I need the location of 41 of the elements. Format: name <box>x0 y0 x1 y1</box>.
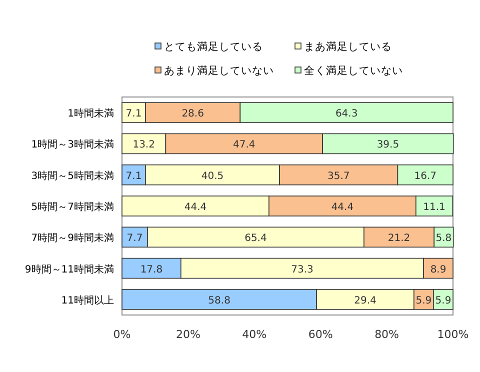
legend-label: とても満足している <box>164 40 263 53</box>
legend-label: まあ満足している <box>304 40 392 53</box>
data-label: 13.2 <box>132 140 155 151</box>
y-tick-label: 3時間～5時間未満 <box>31 170 114 182</box>
data-label: 7.1 <box>126 170 142 182</box>
data-label: 73.3 <box>291 264 314 276</box>
data-label: 5.9 <box>435 295 452 306</box>
data-label: 47.4 <box>233 140 256 151</box>
data-label: 39.5 <box>376 140 400 151</box>
x-tick-label: 100% <box>437 328 469 341</box>
data-label: 65.4 <box>244 233 267 244</box>
data-label: 44.4 <box>331 202 354 213</box>
y-tick-label: 1時間～3時間未満 <box>31 138 114 151</box>
legend-label: あまり満足していない <box>164 64 274 77</box>
legend-label: 全く満足していない <box>304 64 403 77</box>
data-label: 58.8 <box>208 295 230 306</box>
x-tick-label: 0% <box>113 328 131 341</box>
data-label: 64.3 <box>335 108 358 120</box>
data-label: 35.7 <box>328 170 350 182</box>
data-label: 7.1 <box>126 108 142 120</box>
data-label: 16.7 <box>414 170 436 182</box>
x-tick-label: 40% <box>242 328 267 341</box>
data-label: 40.5 <box>201 170 224 182</box>
y-tick-label: 5時間～7時間未満 <box>31 201 114 213</box>
data-label: 5.8 <box>436 233 452 244</box>
data-label: 29.4 <box>354 295 376 306</box>
x-tick-label: 60% <box>308 328 333 341</box>
data-label: 21.2 <box>388 233 410 244</box>
data-label: 11.1 <box>423 202 446 213</box>
y-tick-label: 9時間～11時間未満 <box>24 263 114 276</box>
x-tick-label: 20% <box>176 328 200 341</box>
x-tick-label: 80% <box>374 328 400 341</box>
data-label: 28.6 <box>182 108 204 120</box>
data-label: 5.9 <box>416 295 432 306</box>
data-label: 7.7 <box>126 233 143 244</box>
y-tick-label: 11時間以上 <box>61 294 114 306</box>
y-tick-label: 1時間未満 <box>68 108 114 120</box>
data-label: 8.9 <box>430 264 446 276</box>
y-tick-label: 7時間～9時間未満 <box>31 232 114 244</box>
data-label: 44.4 <box>184 202 207 213</box>
data-label: 17.8 <box>140 264 163 276</box>
